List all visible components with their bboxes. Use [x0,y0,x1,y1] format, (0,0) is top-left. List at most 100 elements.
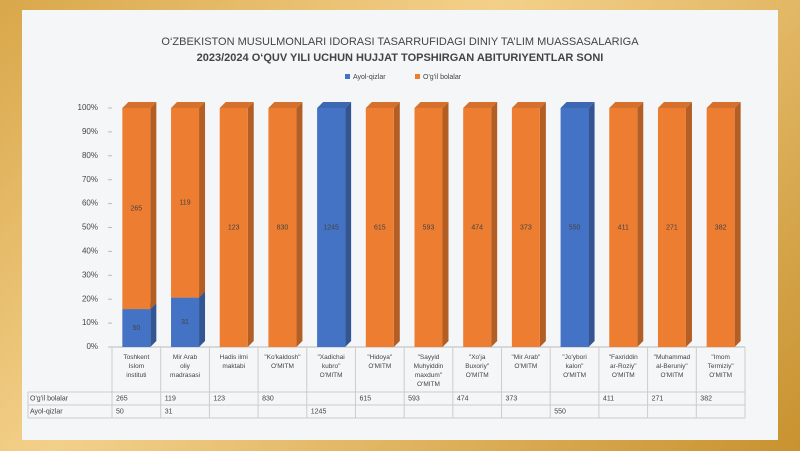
bar [171,297,200,347]
table-cell: 271 [652,395,664,402]
bar-top [706,102,741,108]
y-tick-label: 20% [82,294,98,303]
x-tick-label: Hadis ilmi maktabi [220,354,248,370]
table-cell: 119 [165,395,176,402]
bar-side [247,102,254,347]
bar [317,108,346,347]
bar-top [560,102,595,108]
x-tick-label: "Mir Arab" O'MITM [511,354,541,370]
bar [122,309,151,347]
y-tick-label: 50% [82,223,98,232]
bar [560,108,589,347]
bar-side [588,102,595,347]
bar-side [150,102,157,310]
bar-top [463,102,498,108]
table-cell: 1245 [311,408,327,415]
data-label: 593 [423,224,435,231]
data-label: 265 [131,205,143,212]
x-tick-label: "Muhammad al-Beruniy" O'MITM [654,354,691,379]
y-tick-label: 40% [82,247,98,256]
data-label: 615 [374,224,386,231]
bar-top [414,102,449,108]
legend-label: Ayol-qizlar [353,74,386,81]
y-tick-label: 100% [78,103,98,112]
y-tick-label: 80% [82,151,98,160]
bar-top [171,102,206,108]
bar [463,108,492,347]
bar-side [539,102,546,347]
bar [219,108,248,347]
table-cell: 373 [506,395,518,402]
bar-side [296,102,303,347]
bar-top [365,102,400,108]
bar [122,108,151,310]
bar [414,108,443,347]
table-cell: 830 [262,395,274,402]
data-label: 123 [228,224,240,231]
y-tick-label: 30% [82,270,98,279]
data-label: 271 [666,224,678,231]
table-cell: 265 [116,395,128,402]
data-label: 411 [618,224,629,231]
x-tick-label: Mir Arab oliy madrasasi [170,354,200,379]
bar-top [219,102,254,108]
bar-side [685,102,692,347]
table-cell: 123 [213,395,225,402]
y-tick-label: 0% [86,342,98,351]
bar-side [150,303,157,347]
bar-side [393,102,400,347]
bar-side [199,102,206,298]
table-row-label: O'g'il bolalar [30,395,69,402]
y-tick-label: 90% [82,127,98,136]
data-label: 31 [181,319,189,326]
bar-side [491,102,498,347]
chart-title: O‘ZBEKISTON MUSULMONLARI IDORASI TASARRU… [161,36,639,48]
table-cell: 474 [457,395,469,402]
x-tick-label: "Xadichai kubro" O'MITM [317,354,344,379]
bar [657,108,686,347]
bar-side [345,102,352,347]
table-cell: 615 [359,395,371,402]
bar-side [637,102,644,347]
table-cell: 31 [165,408,173,415]
bar [171,108,200,298]
bar-top [317,102,352,108]
bar-side [442,102,449,347]
data-label: 830 [277,224,289,231]
data-label: 1245 [323,224,339,231]
table-cell: 382 [700,395,712,402]
bar [268,108,297,347]
bar [365,108,394,347]
y-tick-label: 60% [82,199,98,208]
table-cell: 550 [554,408,566,415]
x-tick-label: "Jo'ybori kalon" O'MITM [562,354,587,379]
bar-top [268,102,303,108]
bar-top [609,102,644,108]
x-tick-label: "Ko'kaldosh" O'MITM [264,354,301,370]
bar-side [199,291,206,347]
y-tick-label: 10% [82,318,98,327]
x-tick-label: "Xo'ja Buxoriy" O'MITM [465,354,490,379]
x-tick-label: "Sayyid Muhyiddin maxdum" O'MITM [414,354,444,388]
data-label: 550 [569,224,581,231]
bar [706,108,735,347]
chart-subtitle: 2023/2024 O‘QUV YILI UCHUN HUJJAT TOPSHI… [197,52,604,64]
legend-swatch [345,74,350,79]
data-label: 382 [715,224,727,231]
data-label: 119 [179,200,190,207]
data-label: 373 [520,224,532,231]
table-cell: 411 [603,395,614,402]
x-tick-label: Toshkent Islom instituti [123,354,149,379]
data-label: 50 [132,325,140,332]
bar-side [734,102,741,347]
table-row-label: Ayol-qizlar [30,408,63,415]
bar-top [122,102,157,108]
legend-label: O'g'il bolalar [423,74,462,81]
data-label: 474 [471,224,483,231]
bar-top [657,102,692,108]
x-tick-label: "Faxriddin ar-Roziy" O'MITM [609,354,638,379]
bar [609,108,638,347]
table-cell: 593 [408,395,420,402]
table-cell: 50 [116,408,124,415]
